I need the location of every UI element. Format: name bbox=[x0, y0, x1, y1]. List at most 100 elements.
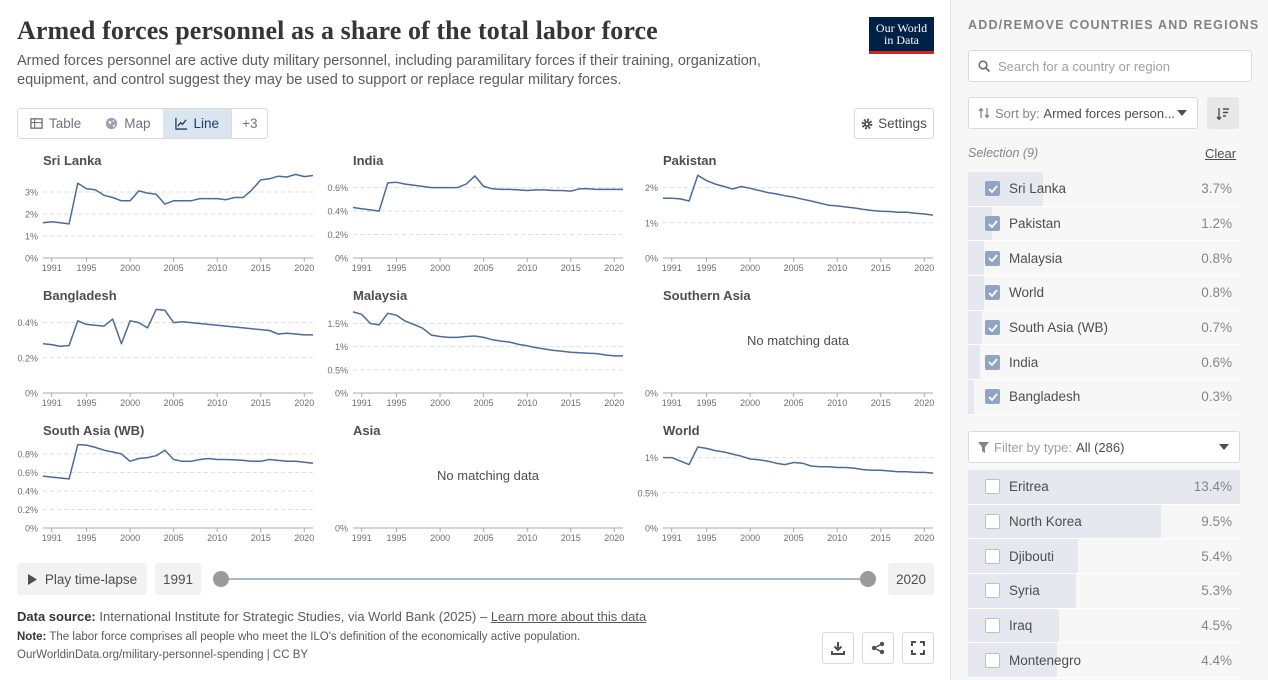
item-name: Sri Lanka bbox=[1009, 181, 1067, 197]
tab-map[interactable]: Map bbox=[93, 109, 162, 138]
y-tick-label: 2% bbox=[25, 210, 38, 220]
x-tick-label: 2015 bbox=[561, 263, 581, 273]
list-item[interactable]: Pakistan 1.2% bbox=[968, 206, 1240, 242]
timeline-track[interactable] bbox=[221, 578, 868, 580]
play-timelapse-button[interactable]: Play time-lapse bbox=[17, 563, 147, 595]
tab-table-label: Table bbox=[49, 116, 82, 131]
tab-line[interactable]: Line bbox=[162, 109, 232, 138]
globe-icon bbox=[106, 117, 118, 130]
x-tick-label: 1995 bbox=[697, 263, 717, 273]
entity-selector-panel: ADD/REMOVE COUNTRIES AND REGIONS Search … bbox=[950, 0, 1268, 680]
tab-more[interactable]: +3 bbox=[231, 109, 267, 138]
list-item[interactable]: Malaysia 0.8% bbox=[968, 241, 1240, 277]
x-tick-label: 2000 bbox=[740, 263, 760, 273]
y-tick-label: 0.4% bbox=[17, 318, 38, 328]
sort-order-button[interactable] bbox=[1207, 97, 1239, 129]
expand-icon bbox=[911, 641, 925, 655]
logo-line2: in Data bbox=[884, 33, 919, 47]
y-tick-label: 0.4% bbox=[327, 207, 348, 217]
checkbox[interactable] bbox=[985, 216, 1000, 232]
item-name: Eritrea bbox=[1009, 479, 1049, 495]
sort-dropdown[interactable]: Sort by: Armed forces person... bbox=[968, 97, 1198, 129]
x-tick-label: 1991 bbox=[352, 398, 372, 408]
checkbox[interactable] bbox=[985, 652, 1000, 668]
share-button[interactable] bbox=[862, 632, 894, 664]
download-button[interactable] bbox=[822, 632, 854, 664]
series-line[interactable] bbox=[352, 311, 623, 357]
x-tick-label: 2015 bbox=[871, 398, 891, 408]
list-item[interactable]: South Asia (WB) 0.7% bbox=[968, 310, 1240, 346]
checkbox[interactable] bbox=[985, 389, 1000, 405]
list-item[interactable]: Eritrea 13.4% bbox=[968, 470, 1240, 505]
clear-selection-link[interactable]: Clear bbox=[1205, 146, 1237, 161]
checkbox[interactable] bbox=[985, 618, 1000, 634]
start-handle[interactable] bbox=[213, 571, 229, 587]
no-data-message: No matching data bbox=[437, 468, 540, 483]
list-item[interactable]: Sri Lanka 3.7% bbox=[968, 172, 1240, 207]
value-bar bbox=[968, 276, 985, 310]
tab-table[interactable]: Table bbox=[18, 109, 93, 138]
checkbox[interactable] bbox=[985, 320, 1000, 336]
fullscreen-button[interactable] bbox=[902, 632, 934, 664]
end-year[interactable]: 2020 bbox=[888, 563, 934, 595]
y-tick-label: 0.6% bbox=[327, 183, 348, 193]
item-value: 3.7% bbox=[1201, 181, 1232, 197]
x-tick-label: 1995 bbox=[77, 263, 97, 273]
checkbox[interactable] bbox=[985, 479, 1000, 495]
x-tick-label: 1995 bbox=[77, 533, 97, 543]
x-tick-label: 2005 bbox=[164, 398, 184, 408]
filter-type-dropdown[interactable]: Filter by type: All (286) bbox=[968, 431, 1240, 463]
checkbox[interactable] bbox=[985, 548, 1000, 564]
list-item[interactable]: India 0.6% bbox=[968, 345, 1240, 381]
learn-more-link[interactable]: Learn more about this data bbox=[490, 609, 647, 624]
item-value: 0.8% bbox=[1201, 285, 1232, 301]
value-bar bbox=[968, 608, 1060, 643]
x-tick-label: 2015 bbox=[561, 533, 581, 543]
series-line[interactable] bbox=[352, 175, 623, 212]
list-item[interactable]: Montenegro 4.4% bbox=[968, 643, 1240, 679]
series-line[interactable] bbox=[42, 308, 313, 348]
panel-title: Southern Asia bbox=[663, 288, 751, 303]
value-bar bbox=[968, 470, 1240, 504]
owid-logo[interactable]: Our World in Data bbox=[869, 17, 934, 54]
x-tick-label: 1991 bbox=[352, 263, 372, 273]
checkbox[interactable] bbox=[985, 250, 1000, 266]
list-item[interactable]: Bangladesh 0.3% bbox=[968, 380, 1240, 415]
checkbox[interactable] bbox=[985, 583, 1000, 599]
y-tick-label: 1% bbox=[645, 453, 658, 463]
source-url[interactable]: OurWorldinData.org/military-personnel-sp… bbox=[17, 649, 309, 661]
search-input[interactable]: Search for a country or region bbox=[968, 50, 1252, 82]
x-tick-label: 1991 bbox=[42, 263, 62, 273]
checkbox[interactable] bbox=[985, 514, 1000, 530]
source-label: Data source: bbox=[17, 609, 96, 624]
tab-line-label: Line bbox=[193, 116, 220, 131]
list-item[interactable]: Iraq 4.5% bbox=[968, 608, 1240, 644]
y-tick-label: 0.4% bbox=[17, 486, 38, 496]
x-tick-label: 2010 bbox=[827, 263, 847, 273]
x-tick-label: 2005 bbox=[784, 398, 804, 408]
start-year[interactable]: 1991 bbox=[155, 563, 201, 595]
x-tick-label: 2010 bbox=[827, 533, 847, 543]
x-tick-label: 2005 bbox=[784, 533, 804, 543]
list-item[interactable]: World 0.8% bbox=[968, 276, 1240, 311]
tab-more-label: +3 bbox=[242, 116, 258, 131]
list-item[interactable]: North Korea 9.5% bbox=[968, 504, 1240, 540]
checkbox[interactable] bbox=[985, 354, 1000, 370]
checkbox[interactable] bbox=[985, 181, 1000, 197]
note-label: Note: bbox=[17, 631, 47, 643]
list-item[interactable]: Djibouti 5.4% bbox=[968, 539, 1240, 575]
series-line[interactable] bbox=[663, 174, 934, 216]
end-handle[interactable] bbox=[860, 571, 876, 587]
settings-button[interactable]: Settings bbox=[854, 108, 934, 139]
list-item[interactable]: Syria 5.3% bbox=[968, 574, 1240, 609]
checkbox[interactable] bbox=[985, 285, 1000, 301]
panel-title: Asia bbox=[353, 423, 381, 438]
series-line[interactable] bbox=[663, 446, 934, 474]
view-tabs: Table Map Line +3 bbox=[17, 108, 269, 139]
y-tick-label: 0% bbox=[25, 254, 38, 264]
note-text: The labor force comprises all people who… bbox=[49, 631, 581, 643]
y-tick-label: 0% bbox=[645, 389, 658, 399]
series-line[interactable] bbox=[42, 443, 314, 480]
value-bar bbox=[968, 241, 985, 276]
series-line[interactable] bbox=[42, 173, 314, 225]
